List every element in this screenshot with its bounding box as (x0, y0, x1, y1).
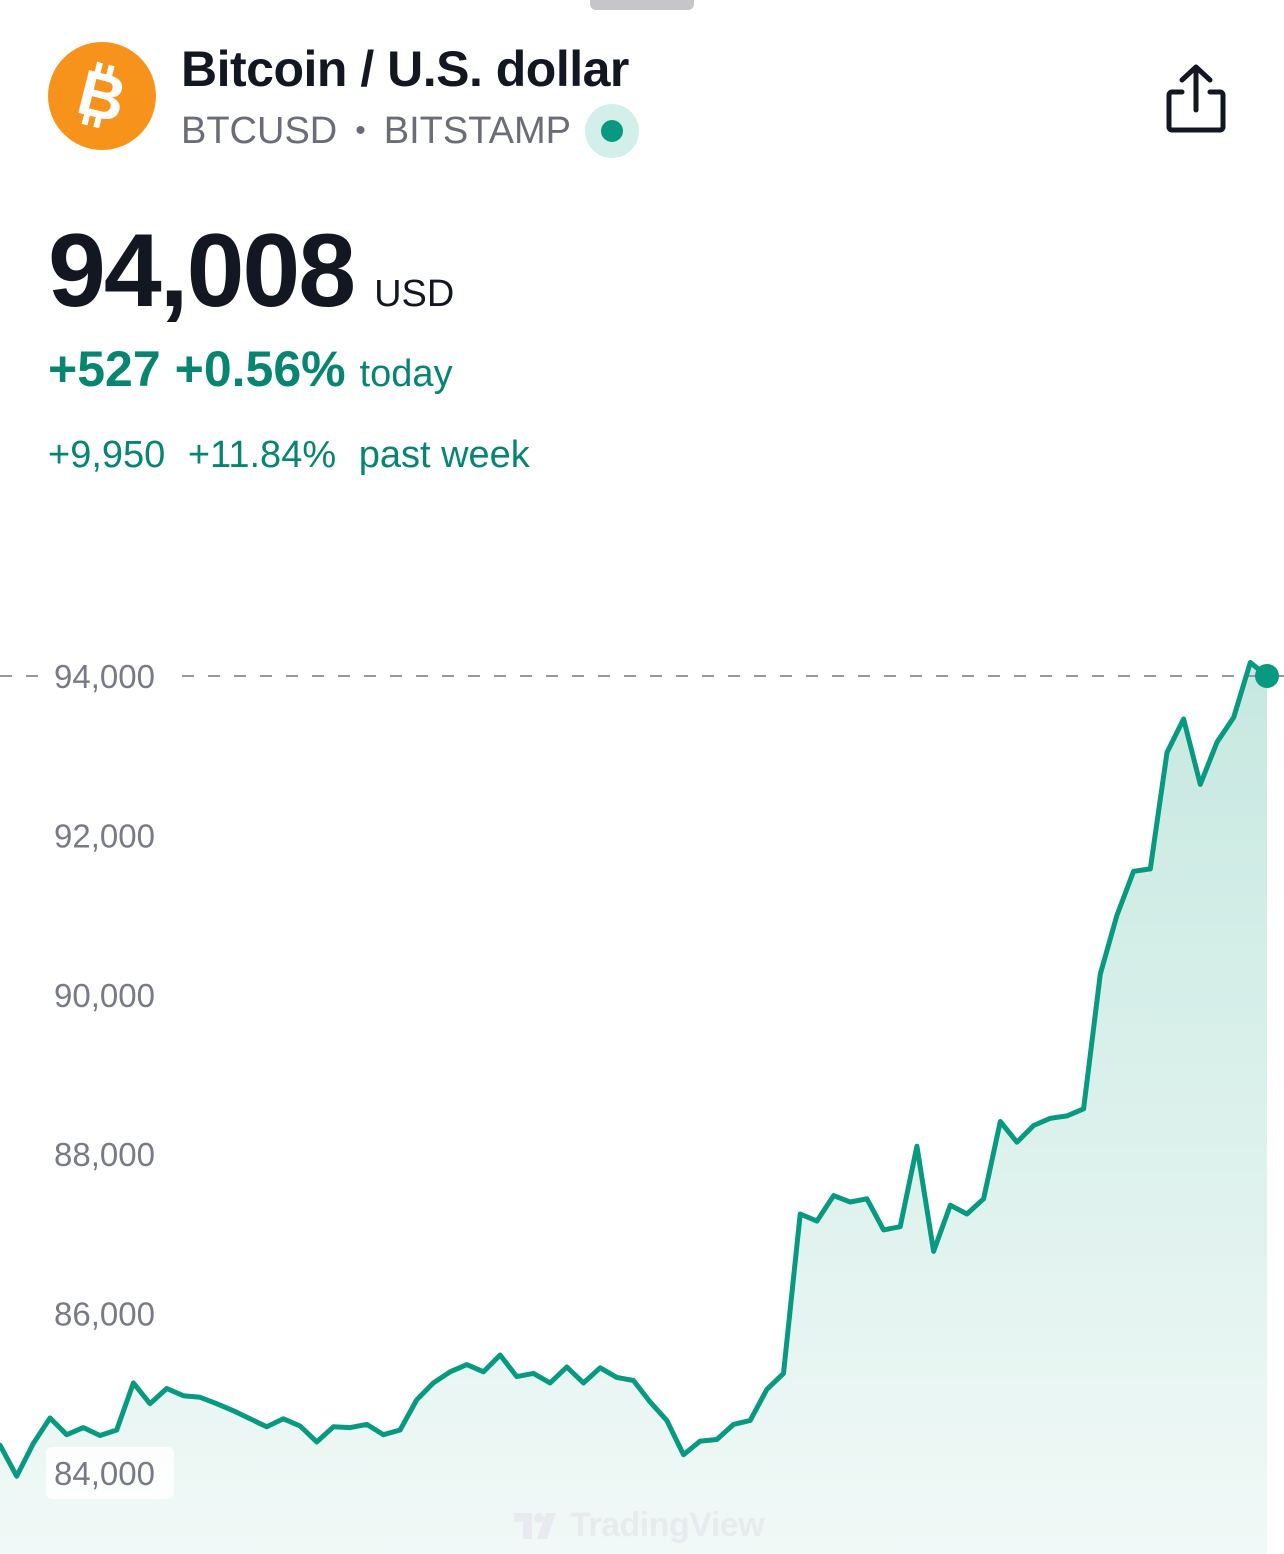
y-tick-label-bg (46, 656, 174, 696)
last-price: 94,008 (48, 213, 356, 329)
price-currency: USD (374, 273, 455, 315)
subtitle-separator: • (355, 114, 366, 147)
tradingview-watermark: TradingView (514, 1506, 765, 1545)
y-tick-label: 86,000 (54, 1296, 155, 1333)
today-change-percent: +0.56% (174, 341, 346, 397)
week-change-value: +9,950 (48, 434, 166, 476)
market-status-icon[interactable] (584, 104, 639, 158)
week-change-label: past week (358, 434, 530, 476)
price-area-fill (0, 662, 1267, 1554)
week-change: +9,950 +11.84% past week (48, 434, 530, 477)
y-tick-label-bg (46, 1447, 174, 1499)
price-chart[interactable]: 84,000 86,000 88,000 90,000 92,000 94,000 (0, 560, 1284, 1554)
today-change-value: +527 (48, 341, 161, 397)
y-tick-label: 88,000 (54, 1136, 155, 1173)
y-tick-label: 92,000 (54, 817, 155, 854)
last-price-point (1255, 664, 1279, 688)
today-change: +527 +0.56% today (48, 340, 453, 398)
bitcoin-icon: B (48, 42, 156, 150)
y-tick-label: 94,000 (54, 658, 155, 695)
y-tick-label: 84,000 (54, 1455, 155, 1492)
y-tick-label: 90,000 (54, 977, 155, 1014)
week-change-percent: +11.84% (187, 434, 337, 476)
tradingview-logo-icon (514, 1512, 556, 1539)
price-series-line (0, 660, 1270, 1479)
svg-text:B: B (71, 58, 133, 134)
symbol-title: Bitcoin / U.S. dollar (181, 41, 629, 97)
sheet-grabber[interactable] (590, 0, 694, 10)
symbol-ticker: BTCUSD (181, 109, 338, 152)
exchange-name: BITSTAMP (383, 109, 571, 152)
price-row: 94,008 USD (48, 213, 455, 329)
symbol-subtitle: BTCUSD • BITSTAMP (181, 104, 639, 158)
share-icon[interactable] (1160, 60, 1232, 140)
today-change-label: today (359, 353, 453, 395)
watermark-text: TradingView (570, 1506, 765, 1544)
